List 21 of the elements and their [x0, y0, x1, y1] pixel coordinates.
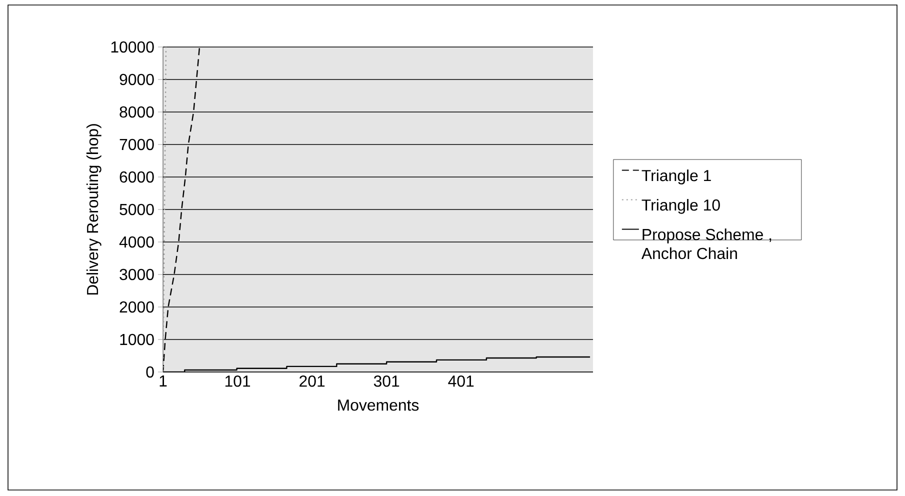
legend-label: Propose Scheme , Anchor Chain: [641, 228, 772, 260]
x-tick-label: 301: [374, 376, 400, 387]
y-tick-label: 2000: [120, 301, 154, 313]
legend-label: Triangle 10: [642, 198, 720, 214]
x-axis-title: Movements: [338, 400, 419, 411]
y-tick-label: 4000: [119, 236, 154, 248]
x-tick-label: 101: [225, 376, 250, 387]
x-tick-label: 1: [160, 376, 167, 386]
legend-label: Triangle 1: [642, 170, 711, 184]
y-tick-label: 1000: [120, 334, 154, 346]
y-tick-label: 0: [146, 366, 154, 378]
y-tick-label: 7000: [120, 138, 154, 150]
y-tick-label: 8000: [120, 106, 154, 118]
y-tick-label: 10000: [111, 41, 154, 53]
x-tick-label: 201: [300, 376, 325, 387]
y-tick-label: 9000: [120, 74, 154, 86]
y-tick-label: 3000: [120, 268, 154, 280]
y-tick-label: 6000: [120, 171, 154, 183]
x-tick-label: 401: [448, 376, 474, 387]
y-axis-title: Delivery Rerouting (hop): [86, 124, 102, 295]
y-tick-label: 5000: [120, 204, 154, 216]
